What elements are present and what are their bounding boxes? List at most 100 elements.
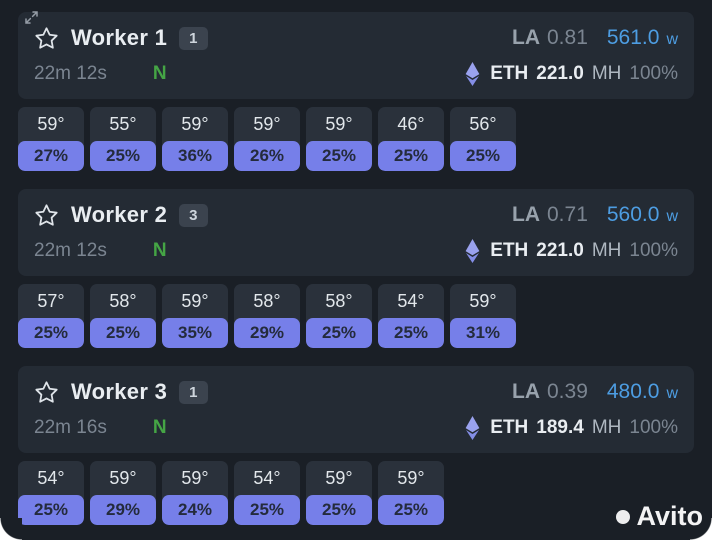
hashrate-unit: MH [591, 417, 622, 438]
gpu-temp: 59° [37, 113, 65, 134]
gpu-tile[interactable]: 59° 26% [234, 107, 300, 171]
gpu-tile[interactable]: 46° 25% [378, 107, 444, 171]
gpu-count-badge: 3 [179, 203, 208, 227]
gpu-temp: 59° [397, 467, 425, 488]
power-value: 560.0 [606, 203, 660, 226]
worker-card[interactable]: Worker 1 1 LA 0.81 561.0 w 22m 12s N [18, 12, 694, 99]
gpu-tile[interactable]: 59° 36% [162, 107, 228, 171]
worker-name: Worker 3 [71, 379, 168, 404]
gpu-temp: 59° [469, 290, 497, 311]
gpu-temp: 59° [325, 467, 353, 488]
uptime: 22m 12s [34, 63, 107, 84]
la-value: 0.71 [547, 203, 588, 226]
gpu-load: 27% [18, 141, 84, 171]
gpu-load: 25% [450, 141, 516, 171]
gpu-tile[interactable]: 59° 27% [18, 107, 84, 171]
gpu-load: 25% [18, 318, 84, 348]
gpu-load: 26% [234, 141, 300, 171]
expand-icon[interactable] [25, 11, 38, 29]
gpu-row: 59° 27% 55° 25% 59° 36% 59° 26% 59° 25% … [18, 107, 694, 171]
gpu-tile[interactable]: 58° 25% [90, 284, 156, 348]
gpu-load: 25% [18, 495, 84, 525]
gpu-tile[interactable]: 58° 29% [234, 284, 300, 348]
star-icon[interactable] [34, 26, 59, 51]
gpu-temp: 46° [397, 113, 425, 134]
gpu-tile[interactable]: 59° 25% [378, 461, 444, 525]
hashrate-unit: MH [591, 63, 622, 84]
avito-logo-dot-icon [615, 509, 630, 524]
gpu-tile[interactable]: 54° 25% [18, 461, 84, 525]
gpu-tile[interactable]: 59° 25% [306, 461, 372, 525]
gpu-temp: 59° [325, 113, 353, 134]
gpu-temp: 54° [397, 290, 425, 311]
gpu-temp: 54° [253, 467, 281, 488]
gpu-load: 24% [162, 495, 228, 525]
gpu-load: 25% [378, 141, 444, 171]
gpu-tile[interactable]: 59° 29% [90, 461, 156, 525]
gpu-load: 25% [378, 495, 444, 525]
eth-icon [465, 416, 480, 440]
rounded-corner-right [690, 518, 712, 540]
uptime: 22m 16s [34, 417, 107, 438]
worker-name: Worker 1 [71, 25, 168, 50]
gpu-load: 25% [306, 318, 372, 348]
coin-label: ETH [490, 63, 529, 84]
star-icon[interactable] [34, 380, 59, 405]
la-label: LA [512, 26, 540, 49]
power-value: 480.0 [606, 380, 660, 403]
gpu-load: 35% [162, 318, 228, 348]
rounded-corner-left [0, 518, 22, 540]
avito-watermark: Avito [615, 501, 704, 532]
la-label: LA [512, 380, 540, 403]
la-label: LA [512, 203, 540, 226]
gpu-tile[interactable]: 55° 25% [90, 107, 156, 171]
gpu-temp: 59° [253, 113, 281, 134]
gpu-temp: 56° [469, 113, 497, 134]
coin-label: ETH [490, 417, 529, 438]
eth-icon [465, 239, 480, 263]
gpu-load: 25% [306, 495, 372, 525]
gpu-load: 36% [162, 141, 228, 171]
power-unit: w [666, 31, 678, 48]
status-flag: N [152, 240, 167, 261]
gpu-temp: 58° [325, 290, 353, 311]
fan-percent: 100% [629, 240, 678, 261]
gpu-tile[interactable]: 54° 25% [234, 461, 300, 525]
gpu-tile[interactable]: 59° 31% [450, 284, 516, 348]
power-value: 561.0 [606, 26, 660, 49]
gpu-load: 25% [234, 495, 300, 525]
gpu-load: 25% [306, 141, 372, 171]
gpu-row: 54° 25% 59° 29% 59° 24% 54° 25% 59° 25% … [18, 461, 694, 525]
gpu-tile[interactable]: 54° 25% [378, 284, 444, 348]
avito-logo-text: Avito [636, 501, 704, 531]
gpu-load: 25% [90, 318, 156, 348]
fan-percent: 100% [629, 63, 678, 84]
gpu-tile[interactable]: 57° 25% [18, 284, 84, 348]
gpu-tile[interactable]: 59° 25% [306, 107, 372, 171]
gpu-temp: 59° [109, 467, 137, 488]
gpu-tile[interactable]: 59° 24% [162, 461, 228, 525]
status-flag: N [152, 63, 167, 84]
gpu-temp: 55° [109, 113, 137, 134]
hashrate-value: 189.4 [536, 417, 584, 438]
gpu-tile[interactable]: 56° 25% [450, 107, 516, 171]
worker-section: Worker 1 1 LA 0.81 561.0 w 22m 12s N [18, 12, 694, 171]
gpu-temp: 57° [37, 290, 65, 311]
la-value: 0.39 [547, 380, 588, 403]
worker-card[interactable]: Worker 2 3 LA 0.71 560.0 w 22m 12s N [18, 189, 694, 276]
coin-label: ETH [490, 240, 529, 261]
star-icon[interactable] [34, 203, 59, 228]
la-value: 0.81 [547, 26, 588, 49]
gpu-load: 25% [378, 318, 444, 348]
gpu-temp: 59° [181, 467, 209, 488]
hashrate-unit: MH [591, 240, 622, 261]
gpu-tile[interactable]: 58° 25% [306, 284, 372, 348]
gpu-tile[interactable]: 59° 35% [162, 284, 228, 348]
worker-list: Worker 1 1 LA 0.81 561.0 w 22m 12s N [18, 12, 694, 525]
hashrate-value: 221.0 [536, 240, 584, 261]
gpu-load: 25% [90, 141, 156, 171]
worker-card[interactable]: Worker 3 1 LA 0.39 480.0 w 22m 16s N [18, 366, 694, 453]
gpu-temp: 58° [253, 290, 281, 311]
gpu-load: 31% [450, 318, 516, 348]
